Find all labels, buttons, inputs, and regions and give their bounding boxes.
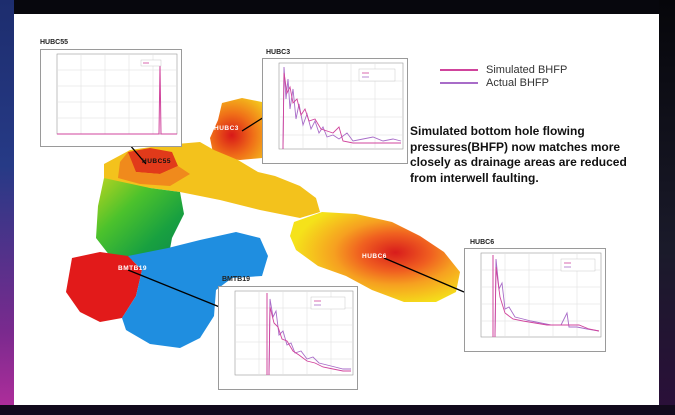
zone-bmtb19 <box>66 252 142 322</box>
frame-top <box>0 0 675 14</box>
series-simulated <box>268 306 351 376</box>
series-simulated <box>282 72 401 150</box>
chart-bmtb19-svg <box>234 290 354 376</box>
chart-hubc6-svg <box>480 252 602 338</box>
zone-hubc55-mid <box>118 152 190 186</box>
zone-hubc3 <box>210 98 272 160</box>
legend: Simulated BHFP Actual BHFP <box>440 63 610 89</box>
series-actual <box>494 258 600 338</box>
series-actual <box>282 66 402 150</box>
frame-right <box>659 0 675 415</box>
zone-blue <box>122 232 268 348</box>
legend-item-simulated: Simulated BHFP <box>440 63 610 76</box>
legend-label-actual: Actual BHFP <box>486 76 549 89</box>
map-label-hubc3: HUBC3 <box>214 125 239 132</box>
chart-title-hubc6: HUBC6 <box>470 239 495 246</box>
chart-hubc55-svg <box>56 53 178 135</box>
chart-hubc3-svg <box>278 62 404 150</box>
frame-bottom <box>0 405 675 415</box>
connector-hubc6 <box>383 257 465 293</box>
chart-title-hubc3: HUBC3 <box>266 49 291 56</box>
chart-title-bmtb19: BMTB19 <box>222 276 251 283</box>
zone-green <box>96 178 184 262</box>
chart-hubc6 <box>464 248 606 352</box>
legend-item-actual: Actual BHFP <box>440 76 610 89</box>
legend-swatch-actual <box>440 81 478 84</box>
legend-label-simulated: Simulated BHFP <box>486 63 568 76</box>
frame-left <box>0 0 14 415</box>
chart-hubc55 <box>40 49 182 147</box>
legend-swatch-simulated <box>440 68 478 71</box>
caption-text: Simulated bottom hole flowing pressures(… <box>410 124 627 185</box>
series-simulated <box>494 266 600 338</box>
chart-title-hubc55: HUBC55 <box>40 39 69 46</box>
map-label-hubc55: HUBC55 <box>142 158 172 165</box>
chart-bmtb19 <box>218 286 358 390</box>
connector-bmtb19 <box>127 269 233 313</box>
zone-hubc6 <box>290 212 460 302</box>
map-label-bmtb19: BMTB19 <box>118 265 148 272</box>
series-actual <box>268 298 351 376</box>
chart-hubc3 <box>262 58 408 164</box>
map-label-hubc6: HUBC6 <box>362 253 387 260</box>
